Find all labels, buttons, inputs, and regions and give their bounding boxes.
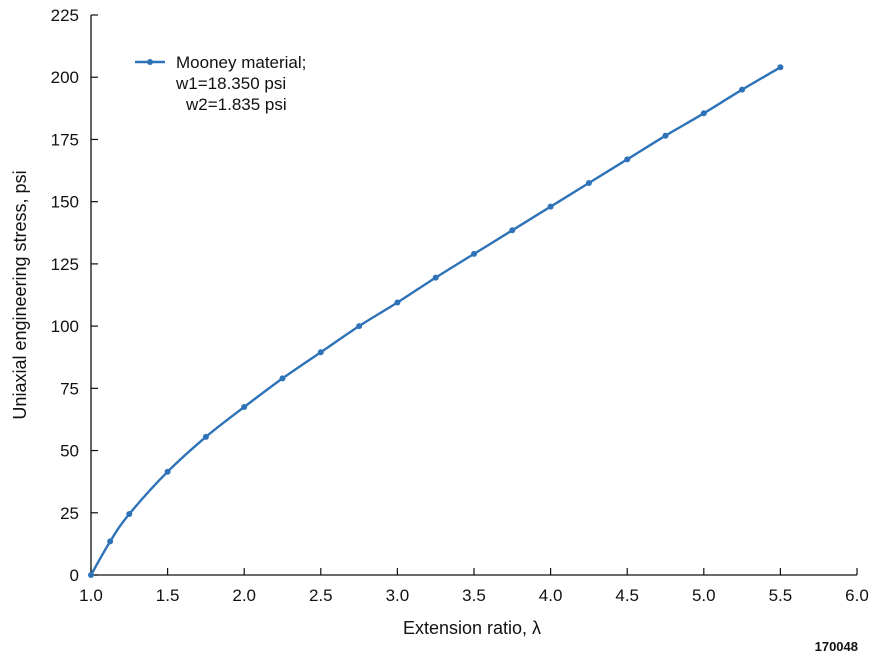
x-tick-label: 3.5 [462,586,486,605]
x-tick-label: 5.0 [692,586,716,605]
x-tick-label: 6.0 [845,586,869,605]
data-point [509,227,516,234]
data-points [88,64,784,578]
data-point [471,250,477,257]
x-axis-title: Extension ratio, λ [403,618,541,638]
data-point [317,349,324,356]
data-point [394,299,401,306]
y-tick-label: 125 [51,255,79,274]
data-point [624,156,631,163]
x-tick-label: 5.5 [769,586,793,605]
legend-line-1: Mooney material; [176,53,306,72]
legend: Mooney material; w1=18.350 psi w2=1.835 … [135,53,306,114]
x-tick-label: 2.5 [309,586,333,605]
data-point [88,572,94,578]
y-tick-label: 0 [70,566,79,585]
x-tick-label: 1.5 [156,586,180,605]
y-tick-label: 225 [51,6,79,25]
legend-marker-swatch [147,59,153,65]
x-tick-label: 2.0 [232,586,256,605]
data-point [279,375,286,382]
data-point [739,86,746,93]
series-line [89,66,782,576]
data-point [126,511,133,518]
y-tick-label: 25 [60,504,79,523]
data-point [241,404,248,410]
ticks: 1.0 1.5 2.0 2.5 3.0 3.5 4.0 4.5 5.0 5.5 6.0 0 25 50 75… [51,6,869,605]
data-point [662,132,669,139]
legend-line-2: w1=18.350 psi [175,74,286,93]
x-tick-label: 1.0 [79,586,103,605]
legend-line-3: w2=1.835 psi [185,95,287,114]
data-point [700,110,707,117]
figure-id: 170048 [815,639,858,654]
data-point [432,274,439,281]
y-tick-label: 150 [51,193,79,212]
y-tick-label: 50 [60,442,79,461]
data-point [356,323,363,330]
data-point [585,180,592,186]
data-point [107,538,114,545]
y-tick-label: 175 [51,130,79,149]
data-point [547,203,554,210]
x-tick-label: 4.0 [539,586,563,605]
y-tick-label: 100 [51,317,79,336]
data-point [202,433,209,440]
y-tick-label: 200 [51,68,79,87]
data-point [777,64,784,71]
x-tick-label: 3.0 [386,586,410,605]
y-axis-title: Uniaxial engineering stress, psi [10,170,30,419]
x-tick-label: 4.5 [615,586,639,605]
y-tick-label: 75 [60,379,79,398]
data-point [164,468,171,475]
